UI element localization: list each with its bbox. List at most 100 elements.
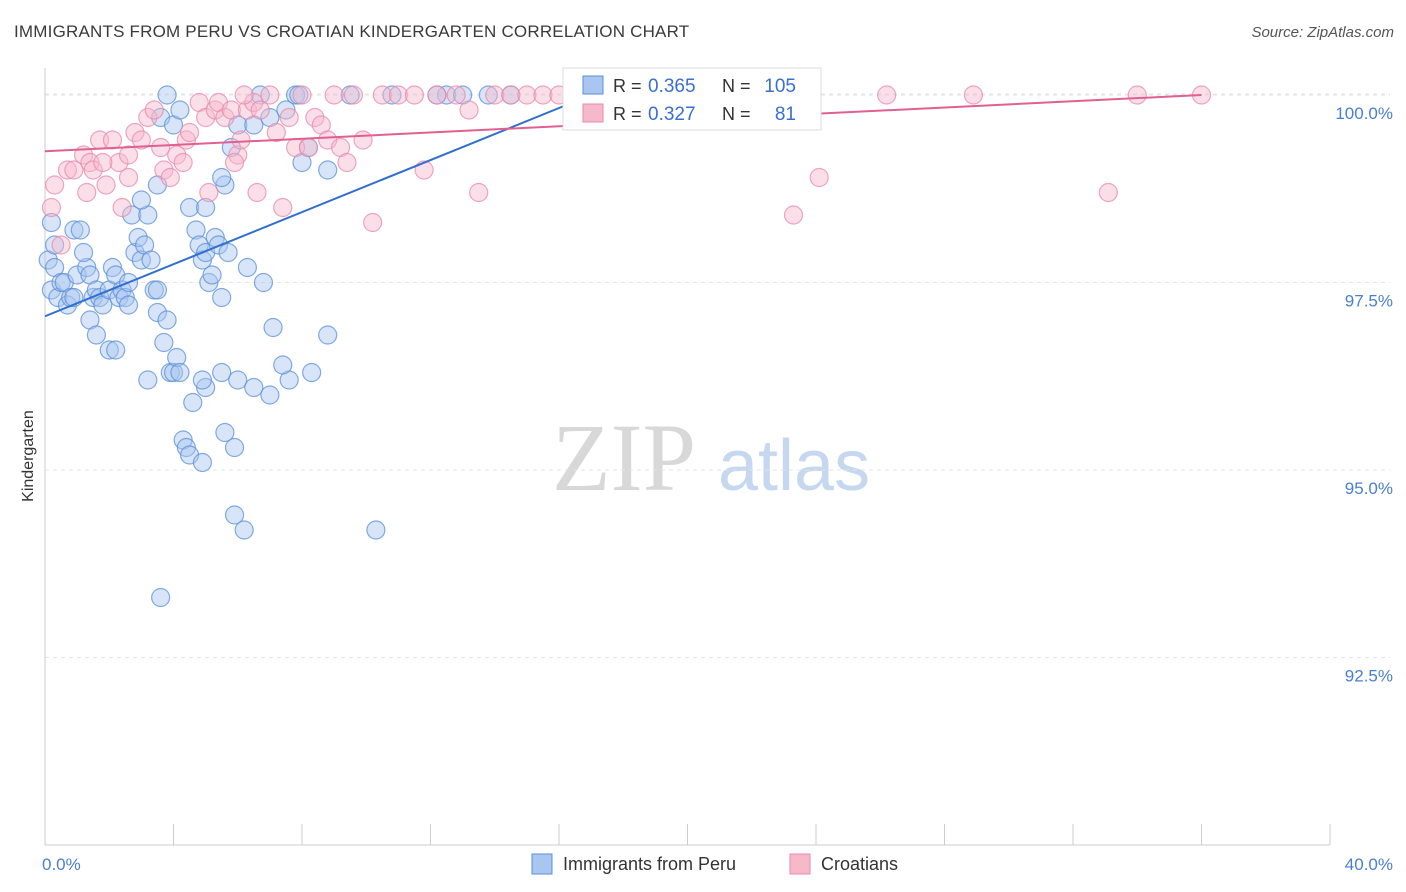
axes: 92.5% 95.0% 97.5% 100.0% 0.0% 40.0% <box>42 68 1393 874</box>
data-point-croatians <box>45 175 65 195</box>
data-point-croatians <box>337 152 357 173</box>
data-point-peru <box>128 227 148 248</box>
data-point-peru <box>228 370 248 390</box>
data-point-peru <box>106 340 126 360</box>
data-point-croatians <box>1098 182 1118 203</box>
data-point-croatians <box>459 100 479 120</box>
data-point-croatians <box>372 85 392 105</box>
data-point-croatians <box>234 85 254 105</box>
data-point-peru <box>273 355 293 375</box>
data-point-peru <box>366 520 386 540</box>
y-axis-label: Kindergarten <box>20 410 37 502</box>
data-point-croatians <box>292 85 312 105</box>
data-point-peru <box>45 235 65 255</box>
data-point-croatians <box>77 182 97 203</box>
data-point-peru <box>234 520 254 540</box>
data-point-peru <box>147 280 168 300</box>
data-point-croatians <box>160 167 180 188</box>
data-point-croatians <box>809 167 829 188</box>
data-point-peru <box>163 362 184 383</box>
data-point-peru <box>224 437 245 458</box>
data-point-croatians <box>154 160 174 180</box>
data-point-peru <box>122 205 142 225</box>
data-point-peru <box>218 242 238 263</box>
data-point-croatians <box>273 197 293 218</box>
data-point-croatians <box>501 85 521 105</box>
series-legend-swatch-croatians <box>789 853 811 875</box>
data-point-croatians <box>102 130 123 150</box>
data-point-peru <box>212 167 232 188</box>
data-point-croatians <box>167 145 187 165</box>
data-point-peru <box>167 347 187 368</box>
data-point-peru <box>157 85 177 105</box>
legend-swatch-peru <box>582 75 604 95</box>
data-point-croatians <box>517 85 537 105</box>
data-point-croatians <box>404 85 425 105</box>
chart-title: IMMIGRANTS FROM PERU VS CROATIAN KINDERG… <box>14 22 690 41</box>
data-point-peru <box>436 85 457 105</box>
series-legend-swatch-peru <box>531 853 553 875</box>
watermark-zip: ZIP <box>552 404 696 511</box>
data-point-peru <box>41 212 62 233</box>
data-point-croatians <box>877 85 897 105</box>
data-point-peru <box>125 242 145 263</box>
data-point-croatians <box>446 85 466 105</box>
data-point-peru <box>215 422 235 443</box>
data-point-croatians <box>118 145 139 165</box>
data-point-peru <box>73 242 94 263</box>
data-point-croatians <box>131 130 151 150</box>
watermark-atlas: atlas <box>718 426 870 506</box>
data-point-croatians <box>485 85 505 105</box>
data-point-croatians <box>260 85 280 105</box>
data-point-peru <box>302 362 322 383</box>
data-point-croatians <box>196 107 216 128</box>
data-point-croatians <box>144 100 164 120</box>
data-point-croatians <box>1127 85 1147 105</box>
data-point-croatians <box>118 167 139 188</box>
data-point-peru <box>250 85 270 105</box>
data-point-peru <box>170 100 190 120</box>
legend-n-value-croatians: 81 <box>775 104 796 125</box>
data-point-croatians <box>83 160 103 180</box>
source-attribution: Source: ZipAtlas.com <box>1251 24 1394 41</box>
data-point-peru <box>318 325 338 345</box>
data-point-peru <box>70 220 90 240</box>
data-point-croatians <box>231 130 251 150</box>
data-point-peru <box>170 362 190 383</box>
data-point-croatians <box>221 100 241 120</box>
legend-swatch-croatians <box>582 103 604 123</box>
data-point-croatians <box>298 137 319 158</box>
data-point-peru <box>183 392 203 413</box>
data-point-croatians <box>112 197 132 218</box>
series-legend-label-croatians: Croatians <box>821 854 898 874</box>
data-point-croatians <box>266 122 286 143</box>
data-point-peru <box>212 287 232 308</box>
data-point-croatians <box>96 175 116 195</box>
data-point-peru <box>99 340 119 360</box>
data-point-croatians <box>783 205 804 225</box>
trend-line-peru <box>44 94 592 318</box>
data-point-croatians <box>64 160 84 180</box>
data-point-peru <box>151 587 171 608</box>
data-point-croatians <box>151 137 171 158</box>
series-legend: Immigrants from Peru Croatians <box>531 853 898 875</box>
y-tick-label: 97.5% <box>1345 292 1393 311</box>
data-point-croatians <box>51 235 71 255</box>
grid <box>45 93 1390 658</box>
data-point-croatians <box>250 100 270 120</box>
data-point-peru <box>131 250 151 270</box>
data-point-croatians <box>343 85 363 105</box>
data-point-croatians <box>173 152 193 173</box>
data-point-peru <box>318 160 338 180</box>
legend-r-value-peru: 0.365 <box>648 76 696 97</box>
data-point-peru <box>202 265 222 285</box>
legend-n-label-croatians: N = <box>722 104 751 124</box>
data-point-croatians <box>93 152 113 173</box>
legend-r-label-peru: R = <box>613 76 642 96</box>
data-point-croatians <box>363 212 383 233</box>
data-point-peru <box>478 85 498 105</box>
data-point-peru <box>382 85 402 105</box>
data-point-croatians <box>224 152 245 173</box>
data-point-croatians <box>41 197 62 218</box>
